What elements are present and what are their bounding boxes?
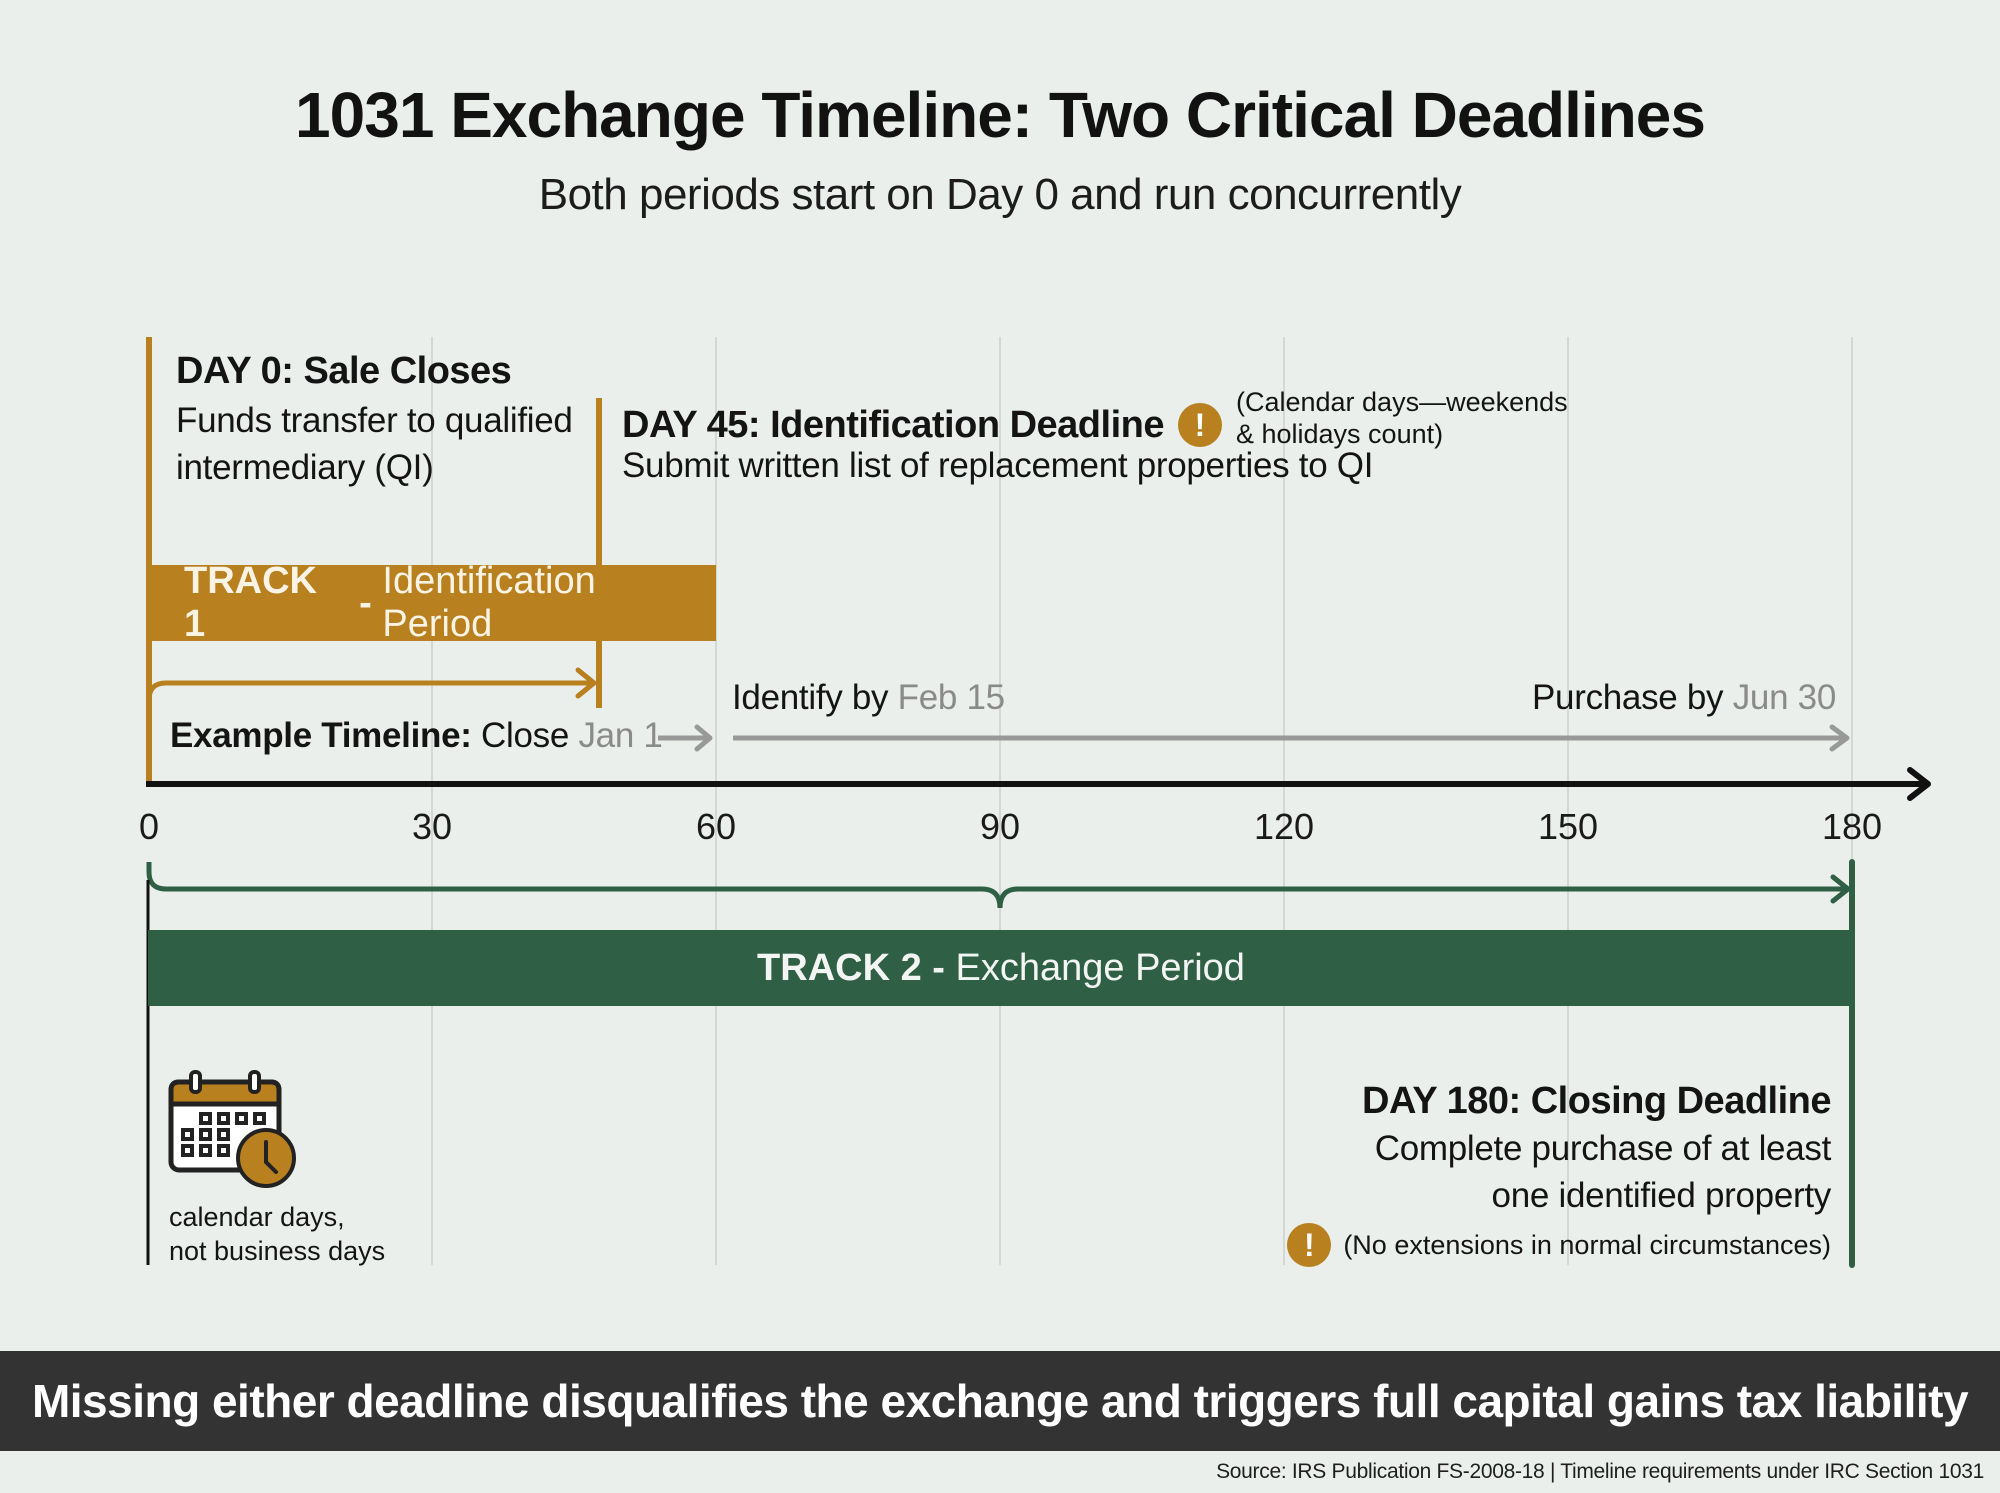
tick-label-120: 120 [1253, 806, 1315, 847]
track1-arrowhead [575, 667, 597, 699]
tick-label-180: 180 [1821, 806, 1883, 847]
track2-label: Exchange Period [955, 946, 1245, 989]
tick-label-90: 90 [979, 806, 1021, 847]
day180-desc-line2: one identified property [1491, 1176, 1832, 1215]
source-citation: Source: IRS Publication FS-2008-18 | Tim… [1216, 1460, 1984, 1483]
day0-desc-line2: intermediary (QI) [176, 448, 434, 487]
example-identify: Identify by Feb 15 [732, 678, 1005, 718]
calendar-clock-icon [168, 1070, 298, 1200]
example-purchase-text: Purchase by [1532, 678, 1724, 717]
tick-label-150: 150 [1537, 806, 1599, 847]
example-close-text: Close [481, 716, 570, 755]
track1-span-arrow [146, 680, 594, 701]
page-subtitle: Both periods start on Day 0 and run conc… [538, 170, 1462, 219]
axis-arrowhead [1907, 767, 1931, 801]
track2-bracket [146, 862, 1848, 909]
calendar-note: calendar days, not business days [169, 1200, 385, 1268]
page-title: 1031 Exchange Timeline: Two Critical Dea… [295, 79, 1706, 151]
day0-title: DAY 0: Sale Closes [176, 350, 512, 392]
example-label: Example Timeline: [170, 716, 472, 755]
track2-bar: TRACK 2 - Exchange Period [148, 930, 1854, 1006]
calendar-note-line1: calendar days, [169, 1202, 345, 1232]
tick-label-60: 60 [695, 806, 737, 847]
gridline-60 [715, 337, 717, 1265]
example-arrow-2 [1829, 724, 1850, 752]
gridline-90 [999, 337, 1001, 1265]
gridline-120 [1283, 337, 1285, 1265]
day45-note: (Calendar days—weekends & holidays count… [1236, 386, 1568, 450]
day45-marker-line [596, 398, 602, 708]
track1-bar: TRACK 1 - Identification Period [149, 560, 716, 645]
day0-marker-line [146, 337, 152, 784]
gridline-30 [431, 337, 433, 1265]
day180-title: DAY 180: Closing Deadline [1362, 1080, 1831, 1122]
track1-separator: - [348, 581, 383, 624]
day0-desc-line1: Funds transfer to qualified [176, 401, 573, 440]
day45-note-line2: & holidays count) [1235, 419, 1444, 449]
day45-desc: Submit written list of replacement prope… [622, 446, 1374, 485]
example-identify-date: Feb 15 [897, 678, 1005, 717]
day180-callout: DAY 180: Closing Deadline Complete purch… [1287, 1080, 1831, 1267]
warning-icon: ! [1287, 1223, 1332, 1267]
day45-callout: DAY 45: Identification Deadline ! (Calen… [622, 387, 1568, 489]
warning-banner: Missing either deadline disqualifies the… [0, 1351, 2000, 1451]
day45-note-line1: (Calendar days—weekends [1235, 387, 1568, 417]
track2-label-bold: TRACK 2 [757, 946, 922, 989]
day45-title: DAY 45: Identification Deadline [622, 403, 1164, 446]
example-identify-text: Identify by [732, 678, 889, 717]
tick-label-0: 0 [138, 806, 160, 847]
example-arrow-1 [694, 724, 713, 752]
track1-label-bold: TRACK 1 [184, 560, 317, 645]
warning-icon: ! [1177, 403, 1222, 447]
calendar-note-line2: not business days [169, 1236, 386, 1266]
day180-note: (No extensions in normal circumstances) [1343, 1229, 1831, 1260]
example-purchase-date: Jun 30 [1732, 678, 1837, 717]
track1-label: Identification Period [382, 560, 596, 645]
example-close-date: Jan 1 [578, 716, 663, 755]
day180-desc-line1: Complete purchase of at least [1374, 1129, 1832, 1168]
day0-callout: DAY 0: Sale Closes Funds transfer to qua… [176, 350, 573, 491]
example-purchase: Purchase by Jun 30 [1532, 678, 1836, 718]
gridline-180 [1851, 337, 1853, 1265]
gridline-150 [1567, 337, 1569, 1265]
example-timeline-start: Example Timeline: Close Jan 1 [170, 716, 663, 756]
track2-separator: - [921, 946, 956, 989]
tick-label-30: 30 [411, 806, 453, 847]
